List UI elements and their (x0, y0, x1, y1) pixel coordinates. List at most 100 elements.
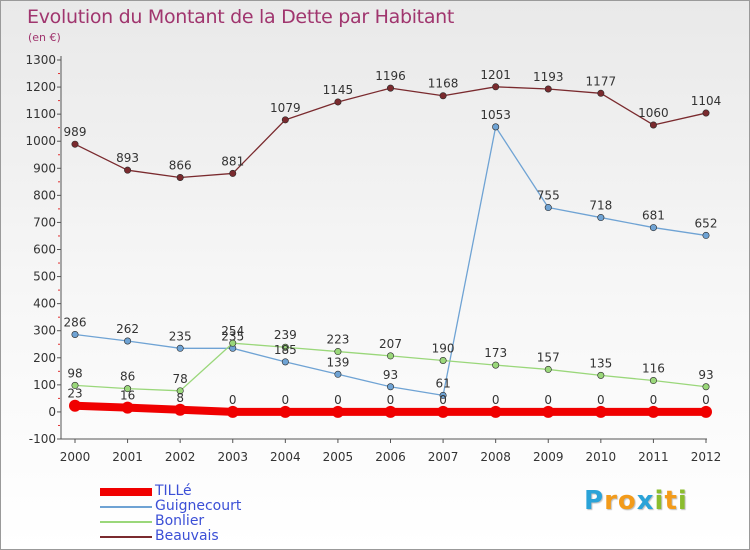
proxiti-logo: Proxiti (584, 486, 688, 516)
data-label: 1104 (691, 94, 722, 108)
data-point (174, 403, 187, 416)
data-label: 157 (537, 350, 560, 364)
chart-title: Evolution du Montant de la Dette par Hab… (27, 6, 455, 28)
data-point (386, 84, 394, 92)
data-point (702, 109, 710, 117)
data-label: 78 (173, 372, 188, 386)
data-point (597, 371, 605, 379)
data-label: 681 (642, 209, 665, 223)
data-label: 0 (387, 393, 395, 407)
data-point (71, 140, 79, 148)
data-point (279, 405, 292, 418)
data-point (597, 214, 605, 222)
y-tick-label: 800 (33, 188, 56, 202)
logo-letter: P (584, 486, 605, 516)
data-point (386, 352, 394, 360)
data-point (124, 166, 132, 174)
data-label: 755 (537, 189, 560, 203)
data-label: 93 (698, 368, 713, 382)
data-point (649, 224, 657, 232)
data-label: 893 (116, 151, 139, 165)
data-label: 0 (492, 393, 500, 407)
data-label: 0 (282, 393, 290, 407)
data-label: 139 (326, 355, 349, 369)
x-tick-label: 2004 (270, 450, 301, 464)
y-tick-label: -100 (29, 432, 56, 446)
data-label: 207 (379, 337, 402, 351)
data-label: 16 (120, 389, 135, 403)
y-tick-label: 1100 (25, 107, 56, 121)
y-tick-label: 500 (33, 270, 56, 284)
data-point (334, 370, 342, 378)
data-point (384, 405, 397, 418)
data-label: 135 (589, 356, 612, 370)
data-label: 881 (221, 154, 244, 168)
data-label: 262 (116, 322, 139, 336)
data-point (597, 89, 605, 97)
y-tick-label: 300 (33, 324, 56, 338)
logo-letter: o (617, 486, 637, 516)
data-point (229, 169, 237, 177)
data-point (439, 391, 447, 399)
data-point (71, 331, 79, 339)
x-tick-label: 2009 (533, 450, 564, 464)
y-tick-label: 600 (33, 243, 56, 257)
y-tick-label: 200 (33, 351, 56, 365)
data-label: 1177 (586, 74, 617, 88)
legend-label: Beauvais (155, 528, 219, 544)
data-label: 185 (274, 343, 297, 357)
data-point (492, 83, 500, 91)
data-label: 0 (702, 393, 710, 407)
y-tick-label: 100 (33, 378, 56, 392)
logo-letter: r (604, 486, 618, 516)
x-tick-label: 2007 (428, 450, 459, 464)
data-point (544, 85, 552, 93)
legend-label: Guignecourt (155, 498, 242, 514)
data-label: 173 (484, 346, 507, 360)
data-point (492, 361, 500, 369)
data-point (226, 405, 239, 418)
logo-letter: i (654, 486, 665, 516)
data-point (542, 405, 555, 418)
y-tick-label: 900 (33, 161, 56, 175)
data-label: 286 (64, 316, 87, 330)
data-label: 1201 (480, 68, 511, 82)
data-point (71, 381, 79, 389)
y-tick-label: 0 (48, 405, 56, 419)
data-label: 0 (544, 393, 552, 407)
legend-swatch (100, 536, 152, 538)
data-point (281, 358, 289, 366)
data-label: 98 (67, 366, 82, 380)
data-label: 254 (221, 324, 244, 338)
logo-letter: x (636, 486, 655, 516)
data-point (281, 343, 289, 351)
data-label: 1193 (533, 70, 564, 84)
data-label: 1168 (428, 77, 459, 91)
data-label: 1196 (375, 69, 406, 83)
data-label: 190 (432, 341, 455, 355)
data-label: 23 (67, 387, 82, 401)
data-label: 86 (120, 370, 135, 384)
data-point (69, 399, 81, 412)
data-point (489, 405, 502, 418)
data-label: 866 (169, 158, 192, 172)
data-label: 0 (597, 393, 605, 407)
data-point (121, 401, 134, 414)
data-point (439, 356, 447, 364)
data-point (700, 405, 712, 418)
data-point (702, 383, 710, 391)
data-point (334, 348, 342, 356)
x-tick-label: 2010 (586, 450, 617, 464)
logo-letter: t (664, 486, 678, 516)
y-tick-label: 1200 (25, 80, 56, 94)
x-tick-label: 2006 (375, 450, 406, 464)
data-point (331, 405, 344, 418)
data-point (437, 405, 450, 418)
x-tick-label: 2002 (165, 450, 196, 464)
data-label: 8 (176, 391, 184, 405)
data-label: 93 (383, 368, 398, 382)
chart-subtitle: (en €) (28, 31, 61, 44)
data-label: 1060 (638, 106, 669, 120)
data-point (439, 92, 447, 100)
